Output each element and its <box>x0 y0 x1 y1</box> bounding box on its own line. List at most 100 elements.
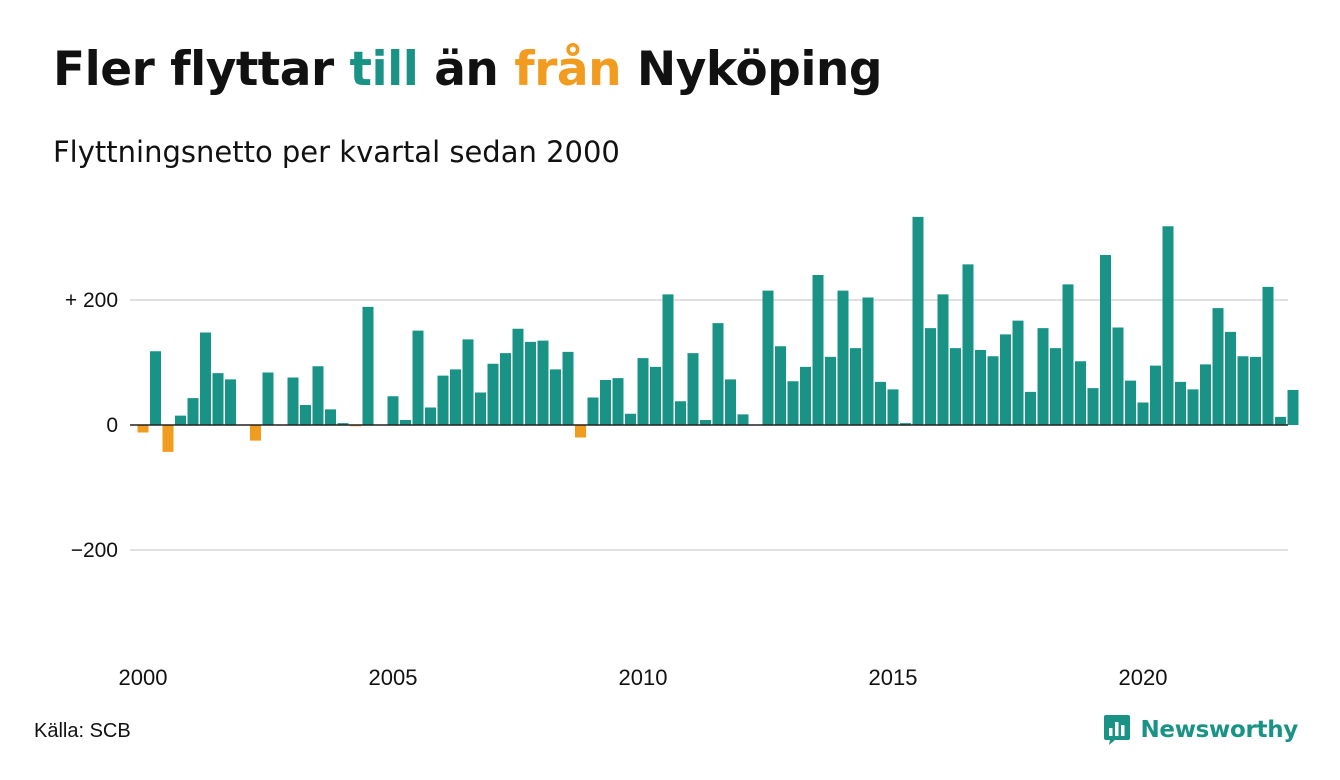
bar-2009-q4 <box>625 413 636 425</box>
bar-2020-q2 <box>1150 365 1161 425</box>
bar-2000-q4 <box>175 415 186 425</box>
source-note: Källa: SCB <box>34 720 131 742</box>
x-tick-label: 2010 <box>619 665 668 690</box>
bar-2006-q1 <box>437 375 449 425</box>
bar-2013-q3 <box>812 275 824 425</box>
y-tick-label: −200 <box>71 539 118 562</box>
bar-2001-q3 <box>212 373 224 425</box>
bar-2015-q3 <box>912 216 924 425</box>
bar-2019-q1 <box>1087 388 1099 425</box>
y-tick-label: 0 <box>106 414 118 437</box>
bar-2021-q2 <box>1200 364 1211 425</box>
bar-2008-q4 <box>575 425 586 438</box>
bar-2007-q3 <box>512 328 524 425</box>
bar-2021-q1 <box>1187 389 1199 425</box>
bar-2019-q4 <box>1125 380 1136 425</box>
bar-2001-q1 <box>187 398 199 425</box>
bar-2009-q3 <box>612 378 624 425</box>
bar-2000-q1 <box>137 425 149 433</box>
bar-2003-q2 <box>300 405 311 425</box>
title-part-2: än <box>418 42 515 97</box>
bar-2008-q1 <box>537 340 549 425</box>
bar-2009-q1 <box>587 397 599 425</box>
bar-2013-q2 <box>800 366 811 425</box>
bar-2010-q1 <box>637 358 649 425</box>
bar-2001-q4 <box>225 379 236 425</box>
bar-2005-q3 <box>412 330 424 425</box>
bar-2003-q3 <box>312 366 324 425</box>
bar-2014-q3 <box>862 297 874 425</box>
gridlines <box>130 299 1288 551</box>
title-word-till: till <box>349 42 419 97</box>
bar-2005-q1 <box>387 396 399 425</box>
bar-2022-q3 <box>1262 286 1274 425</box>
bar-2013-q1 <box>787 381 799 425</box>
bar-2012-q4 <box>775 346 786 425</box>
bar-2019-q2 <box>1100 255 1111 425</box>
bar-2018-q1 <box>1037 328 1049 425</box>
bar-2018-q2 <box>1050 348 1061 425</box>
bar-2022-q2 <box>1250 356 1261 425</box>
y-axis-tick-labels: + 200 0 −200 <box>65 289 118 562</box>
bar-2001-q2 <box>200 332 211 425</box>
bar-2005-q4 <box>425 407 436 425</box>
bar-2021-q3 <box>1212 308 1224 425</box>
bar-2015-q1 <box>887 389 899 425</box>
bar-2000-q3 <box>162 425 174 452</box>
bar-2020-q3 <box>1162 226 1174 425</box>
bar-2006-q2 <box>450 369 461 425</box>
bar-2011-q4 <box>725 379 736 425</box>
x-tick-label: 2000 <box>119 665 168 690</box>
bar-2007-q4 <box>525 341 536 425</box>
bar-2022-q4 <box>1275 416 1286 425</box>
bar-2007-q1 <box>487 363 499 425</box>
bar-2003-q1 <box>287 377 299 425</box>
bar-2008-q3 <box>562 351 574 425</box>
x-tick-label: 2005 <box>369 665 418 690</box>
bar-2008-q2 <box>550 369 561 425</box>
bar-2016-q3 <box>962 264 974 425</box>
bar-2017-q2 <box>1000 334 1011 425</box>
bar-2011-q2 <box>700 420 711 425</box>
bar-2009-q2 <box>600 380 611 425</box>
bar-2011-q1 <box>687 353 699 425</box>
bar-2014-q1 <box>837 290 849 425</box>
bar-2017-q1 <box>987 356 999 425</box>
bar-2002-q2 <box>250 425 261 441</box>
bar-2022-q1 <box>1237 356 1249 425</box>
bar-2003-q4 <box>325 409 336 425</box>
chart-title: Fler flyttar till än från Nyköping <box>53 42 883 97</box>
bar-2006-q4 <box>475 392 486 425</box>
bar-2006-q3 <box>462 339 474 425</box>
bar-2018-q3 <box>1062 284 1074 425</box>
bar-2017-q4 <box>1025 391 1036 425</box>
bar-2015-q2 <box>900 423 911 425</box>
y-tick-label: + 200 <box>65 289 118 312</box>
bar-2004-q1 <box>337 423 349 425</box>
title-part-3: Nyköping <box>621 42 883 97</box>
bar-2012-q1 <box>737 414 749 425</box>
bar-2011-q3 <box>712 323 724 425</box>
bar-2002-q3 <box>262 372 274 425</box>
newsworthy-logo: Newsworthy <box>1103 714 1298 746</box>
bar-2018-q4 <box>1075 361 1086 425</box>
bar-2014-q4 <box>875 381 886 425</box>
bars <box>137 216 1299 452</box>
newsworthy-bar-chart-icon <box>1104 715 1131 745</box>
bar-2010-q4 <box>675 401 686 425</box>
bar-2007-q2 <box>500 353 511 425</box>
bar-2016-q2 <box>950 348 961 425</box>
bar-2015-q4 <box>925 328 936 425</box>
bar-2016-q1 <box>937 294 949 425</box>
bar-2020-q1 <box>1137 402 1149 425</box>
x-axis-tick-labels: 2000 2005 2010 2015 2020 <box>119 665 1168 690</box>
bar-2010-q3 <box>662 294 674 425</box>
x-tick-label: 2020 <box>1119 665 1168 690</box>
bar-2019-q3 <box>1112 327 1124 425</box>
bar-2012-q3 <box>762 290 774 425</box>
bar-2013-q4 <box>825 356 836 425</box>
bar-2010-q2 <box>650 366 661 425</box>
chart-subtitle: Flyttningsnetto per kvartal sedan 2000 <box>53 135 620 169</box>
bar-2014-q2 <box>850 348 861 425</box>
